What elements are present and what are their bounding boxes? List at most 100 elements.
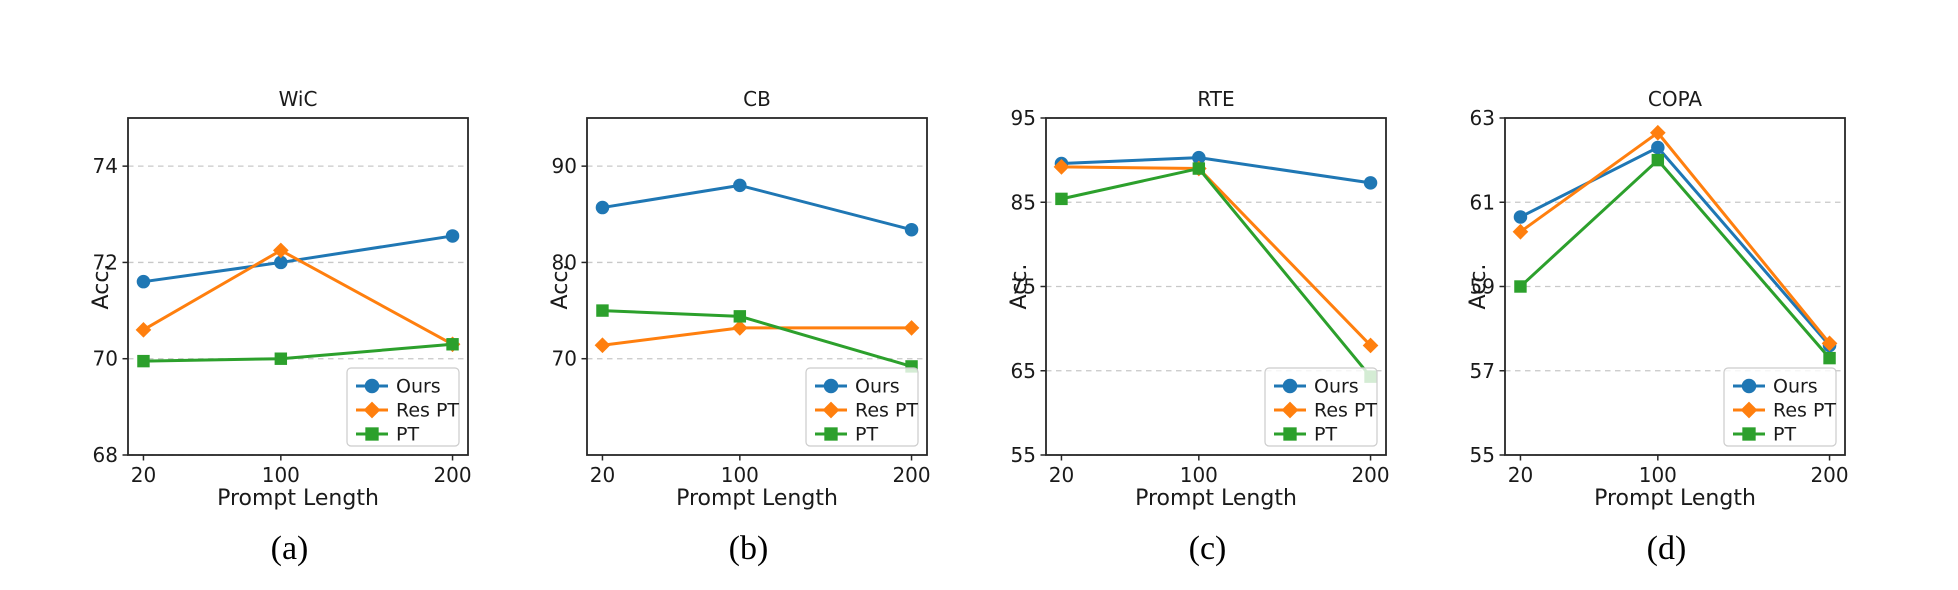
data-point-marker [733, 178, 747, 193]
data-point-marker [135, 321, 152, 338]
legend-label: PT [396, 424, 419, 446]
legend-marker [363, 401, 381, 419]
y-tick-label: 75 [1011, 275, 1036, 299]
legend-marker [1742, 427, 1756, 441]
chart-rte: RTE 55 65 75 85 95 20 100 200 Prompt Length Acc. Ou… [978, 60, 1437, 571]
chart-title: COPA [1648, 87, 1702, 111]
y-tick-label: 55 [1470, 443, 1495, 467]
y-tick-label: 59 [1470, 275, 1495, 299]
legend-label: Ours [1314, 376, 1359, 398]
y-tick-label: 90 [552, 154, 577, 178]
x-tick-label: 20 [131, 463, 156, 487]
y-axis-label: Acc. [1007, 264, 1032, 310]
x-axis-label: Prompt Length [217, 486, 379, 511]
chart-title: CB [743, 87, 771, 111]
data-point-marker [1514, 280, 1527, 293]
data-point-marker [1192, 162, 1206, 175]
legend-label: Res PT [1773, 400, 1836, 422]
y-tick-label: 57 [1470, 359, 1495, 383]
data-point-marker [1512, 223, 1529, 240]
chart-title: RTE [1197, 87, 1234, 111]
axes: 70 80 90 20 100 200 Prompt Length Acc. [548, 117, 931, 511]
data-point-marker [274, 255, 288, 270]
legend-marker [364, 378, 380, 394]
wic-chart-svg: WiC 68 70 72 74 20 100 200 Prompt Length Acc. Ours… [89, 87, 472, 511]
x-axis-label: Prompt Length [676, 486, 838, 511]
y-grid [587, 165, 927, 360]
legend-label: Res PT [396, 400, 459, 422]
series-line [1518, 145, 1832, 347]
series-res-pt [135, 242, 461, 353]
series-res-pt [1512, 124, 1838, 352]
legend-marker [365, 427, 379, 441]
data-point-marker [903, 320, 920, 336]
legend-marker [1281, 401, 1299, 419]
legend-label: Res PT [1314, 400, 1377, 422]
plot-border [586, 117, 928, 456]
data-point-marker [1363, 176, 1378, 190]
x-tick-label: 20 [590, 463, 615, 487]
data-point-marker [594, 337, 611, 354]
plot-border [127, 117, 469, 456]
series-pt [137, 338, 459, 368]
series-line [1518, 158, 1832, 360]
legend-label: Ours [855, 376, 900, 398]
legend-label: Res PT [855, 400, 918, 422]
series-line [600, 183, 914, 232]
legend-marker [1740, 401, 1758, 419]
cb-chart-svg: CB 70 80 90 20 100 200 Prompt Length Acc. OursRes… [548, 87, 931, 511]
copa-chart-svg: COPA 55 57 59 61 63 20 100 200 Prompt Length Acc. O… [1466, 87, 1849, 511]
y-tick-label: 68 [93, 443, 118, 467]
series-line [1059, 167, 1373, 379]
x-tick-label: 20 [1049, 463, 1074, 487]
data-point-marker [596, 304, 609, 317]
data-point-marker [1821, 335, 1838, 352]
series-line [600, 326, 914, 347]
series-pt [596, 304, 918, 373]
y-axis-label: Acc. [1466, 264, 1491, 310]
data-point-marker [1651, 153, 1665, 167]
x-tick-label: 100 [1639, 463, 1677, 487]
data-point-marker [1053, 159, 1070, 175]
data-point-marker [272, 242, 289, 259]
y-tick-label: 72 [93, 250, 118, 274]
legend-label: PT [1773, 424, 1796, 446]
y-tick-label: 55 [1011, 443, 1036, 467]
legend-marker [1283, 427, 1297, 441]
data-point-marker [445, 229, 460, 243]
charts-row: WiC 68 70 72 74 20 100 200 Prompt Length Acc. Ours… [60, 60, 1896, 571]
data-point-marker [1362, 337, 1379, 354]
y-tick-label: 85 [1011, 190, 1036, 214]
series-ours [1054, 150, 1378, 190]
data-point-marker [136, 274, 151, 289]
rte-chart-svg: RTE 55 65 75 85 95 20 100 200 Prompt Length Acc. Ou… [1007, 87, 1390, 511]
series-res-pt [594, 320, 920, 354]
data-point-marker [904, 222, 919, 237]
data-point-marker [1192, 150, 1206, 165]
x-tick-label: 200 [1810, 463, 1848, 487]
chart-caption: (c) [1188, 530, 1227, 567]
chart-title: WiC [279, 87, 318, 111]
y-tick-label: 63 [1470, 106, 1495, 130]
legend-marker [1282, 378, 1298, 394]
legend-label: Ours [1773, 376, 1818, 398]
chart-caption: (d) [1646, 530, 1687, 567]
data-point-marker [595, 200, 610, 215]
series-line [1059, 156, 1373, 185]
y-tick-label: 65 [1011, 359, 1036, 383]
y-tick-label: 70 [552, 347, 577, 371]
x-tick-label: 200 [892, 463, 930, 487]
y-axis-label: Acc. [548, 264, 573, 310]
series-ours [136, 229, 460, 289]
legend-marker [823, 378, 839, 394]
y-tick-label: 95 [1011, 106, 1036, 130]
chart-caption: (a) [270, 530, 309, 567]
data-point-marker [1649, 124, 1666, 141]
legend-label: Ours [396, 376, 441, 398]
series-line [1518, 131, 1832, 345]
x-tick-label: 20 [1508, 463, 1533, 487]
